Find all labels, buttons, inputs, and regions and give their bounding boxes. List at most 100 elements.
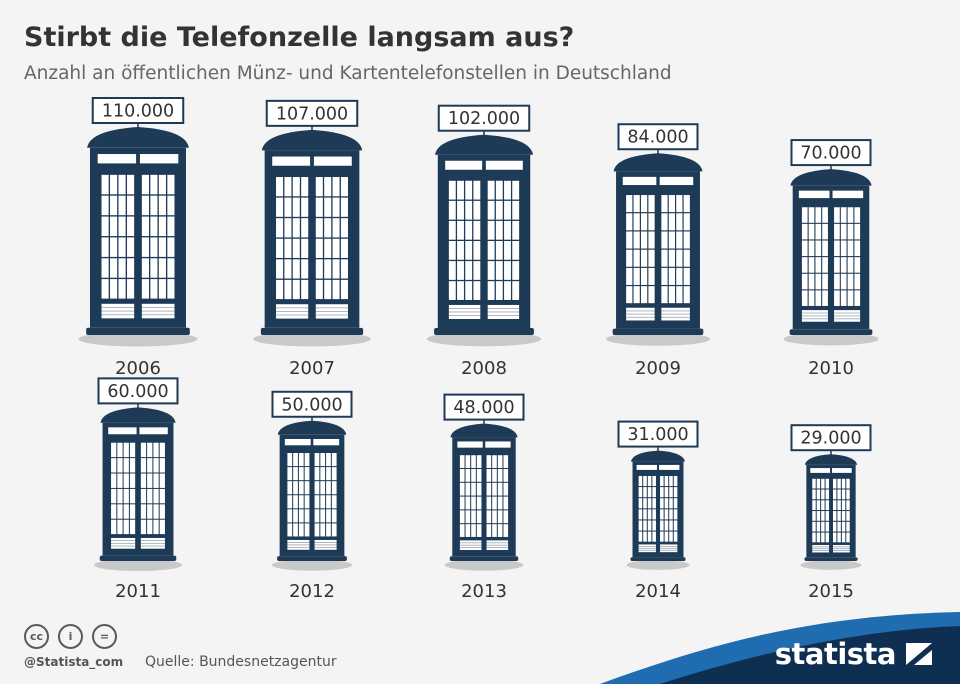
booth-pane: [801, 273, 808, 290]
booth-pane: [448, 281, 456, 300]
booth-pane: [841, 489, 846, 500]
booth-pane: [643, 487, 647, 498]
year-label: 2012: [289, 581, 335, 602]
booth-sign: [485, 441, 511, 448]
booth-pane: [847, 290, 854, 306]
booth-pane: [448, 261, 456, 280]
booth-pane: [111, 488, 117, 504]
booth-pane: [140, 442, 147, 458]
booth-pane: [153, 442, 159, 458]
booth-pane: [110, 195, 118, 216]
booth-pane: [816, 511, 821, 521]
booth-pane: [497, 524, 503, 537]
booth-kick-line: [140, 540, 165, 542]
booth-pane: [834, 223, 840, 240]
booth-pane: [324, 279, 332, 300]
booth-kickplate: [626, 307, 655, 321]
booth-pane: [465, 524, 471, 537]
booth-sign: [798, 190, 830, 199]
booth-kick-line: [314, 544, 337, 546]
booth-pane: [129, 473, 136, 488]
booth-mark: 107.000 2007: [253, 99, 371, 379]
booth-pane: [292, 279, 300, 300]
booth-pane: [660, 475, 664, 487]
booth-pane: [304, 481, 310, 495]
booth-pane: [320, 495, 326, 509]
booth-pane: [298, 509, 304, 523]
booth-pane: [140, 504, 147, 519]
booth-pane: [284, 197, 292, 217]
booth-pane: [660, 531, 664, 542]
booth-pane: [331, 467, 337, 481]
booth-pane: [840, 223, 847, 240]
year-label: 2015: [808, 581, 854, 602]
booth-pane: [661, 195, 668, 213]
booth-pane: [331, 523, 337, 537]
booth-pane: [664, 475, 669, 487]
booth-pane: [118, 258, 126, 278]
booth-pane: [854, 273, 861, 290]
booth-mark: 70.000 2010: [783, 139, 879, 379]
booth-kick-line: [638, 547, 656, 549]
booth-pane: [801, 257, 808, 273]
booth-pane: [492, 510, 497, 524]
booth-pane: [314, 509, 320, 523]
booth-kick-line: [315, 314, 348, 316]
booth-pane: [314, 467, 320, 481]
booth-pane: [153, 488, 159, 504]
booth-pane: [825, 489, 830, 500]
booth-pane: [647, 509, 652, 520]
booth-pane: [301, 177, 309, 197]
booth-roof: [790, 169, 872, 186]
booth-pane: [304, 453, 310, 467]
booth-pane: [626, 195, 633, 213]
booth-pane: [512, 281, 520, 300]
booth-pane: [147, 442, 153, 458]
value-label-box: [617, 123, 699, 151]
booth-pane: [847, 257, 854, 273]
booth-pane: [504, 281, 511, 300]
booth-kick-line: [832, 548, 850, 550]
booth-pane: [821, 532, 825, 543]
booth-pane: [668, 267, 676, 285]
booth-pane: [661, 267, 668, 285]
booth-plinth: [449, 556, 519, 561]
booth-plinth: [630, 557, 686, 561]
booth-pane: [815, 290, 822, 306]
brand-logo[interactable]: statista: [774, 637, 897, 671]
booth-pane: [801, 223, 808, 240]
booth-pane: [465, 180, 473, 200]
booth-pane: [158, 258, 166, 278]
booth-pane: [640, 195, 648, 213]
booth-pane: [167, 258, 175, 278]
booth-kick-line: [626, 310, 655, 312]
booth-pane: [292, 197, 300, 217]
booth-shadow: [271, 559, 353, 571]
year-label: 2006: [115, 358, 161, 379]
booth-pane: [110, 237, 118, 257]
booth-pane: [626, 249, 633, 267]
booth-pane: [669, 487, 673, 498]
booth-mark: 29.000 2015: [790, 424, 872, 602]
booth-pane: [847, 223, 854, 240]
value-label-box: [790, 139, 872, 167]
booth-pane: [471, 524, 476, 537]
booth-kick-line: [141, 314, 175, 316]
booth-roof: [100, 407, 176, 423]
booth-kick-line: [487, 308, 520, 309]
booth-pane: [147, 473, 153, 488]
twitter-handle[interactable]: @Statista_com: [24, 655, 124, 669]
booth-pane: [841, 521, 846, 532]
booth-pane: [854, 290, 861, 306]
booth-pane: [457, 200, 464, 220]
booth-sign: [313, 156, 352, 166]
booth-pane: [117, 442, 123, 458]
booth-pane: [669, 509, 673, 520]
booth-kick-line: [660, 549, 678, 551]
booth-pane: [676, 267, 683, 285]
booth-pane: [324, 218, 332, 238]
booth-pane: [315, 238, 323, 258]
booth-pane: [448, 200, 456, 220]
booth-kickplate: [141, 303, 175, 319]
booth-pane: [673, 487, 678, 498]
